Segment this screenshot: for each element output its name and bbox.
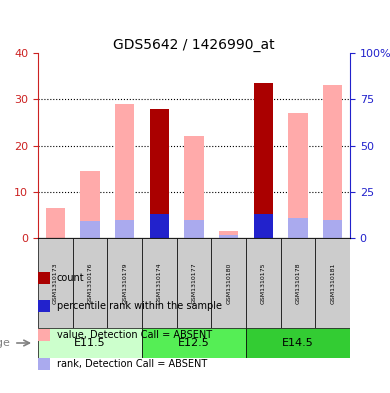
Bar xyxy=(80,171,99,238)
Text: GSM1310181: GSM1310181 xyxy=(330,262,335,304)
Text: value, Detection Call = ABSENT: value, Detection Call = ABSENT xyxy=(57,330,212,340)
Text: GSM1310179: GSM1310179 xyxy=(122,262,127,304)
Bar xyxy=(142,238,177,328)
Bar xyxy=(246,328,350,358)
Bar xyxy=(289,218,308,238)
Bar xyxy=(150,108,169,238)
Bar xyxy=(38,300,50,312)
Bar xyxy=(142,328,246,358)
Bar xyxy=(38,328,142,358)
Bar xyxy=(289,113,308,238)
Text: E11.5: E11.5 xyxy=(74,338,106,348)
Text: GSM1310176: GSM1310176 xyxy=(87,262,92,304)
Bar xyxy=(323,220,342,238)
Bar xyxy=(323,85,342,238)
Bar xyxy=(115,104,134,238)
Bar xyxy=(254,214,273,238)
Text: GSM1310178: GSM1310178 xyxy=(296,262,301,304)
Text: GSM1310173: GSM1310173 xyxy=(53,262,58,304)
Text: GSM1310180: GSM1310180 xyxy=(226,262,231,304)
Bar xyxy=(150,108,169,238)
Bar xyxy=(107,238,142,328)
Bar xyxy=(211,238,246,328)
Bar xyxy=(177,238,211,328)
Bar xyxy=(73,238,107,328)
Bar xyxy=(316,238,350,328)
Text: rank, Detection Call = ABSENT: rank, Detection Call = ABSENT xyxy=(57,359,207,369)
Bar xyxy=(38,272,50,284)
Bar xyxy=(38,238,73,328)
Text: E14.5: E14.5 xyxy=(282,338,314,348)
Bar xyxy=(38,329,50,341)
Bar xyxy=(184,220,204,238)
Bar xyxy=(46,208,65,238)
Text: age: age xyxy=(0,338,10,348)
Bar xyxy=(254,83,273,238)
Text: GSM1310175: GSM1310175 xyxy=(261,262,266,304)
Text: percentile rank within the sample: percentile rank within the sample xyxy=(57,301,222,311)
Bar xyxy=(184,136,204,238)
Text: count: count xyxy=(57,273,84,283)
Bar xyxy=(115,220,134,238)
Bar xyxy=(281,238,316,328)
Bar xyxy=(150,214,169,238)
Bar xyxy=(254,83,273,238)
Text: GSM1310174: GSM1310174 xyxy=(157,262,162,304)
Text: GSM1310177: GSM1310177 xyxy=(191,262,197,304)
Text: E12.5: E12.5 xyxy=(178,338,210,348)
Bar xyxy=(80,221,99,238)
Bar xyxy=(219,231,238,238)
Bar xyxy=(38,358,50,370)
Bar xyxy=(219,235,238,238)
Bar xyxy=(246,238,281,328)
Title: GDS5642 / 1426990_at: GDS5642 / 1426990_at xyxy=(113,38,275,52)
